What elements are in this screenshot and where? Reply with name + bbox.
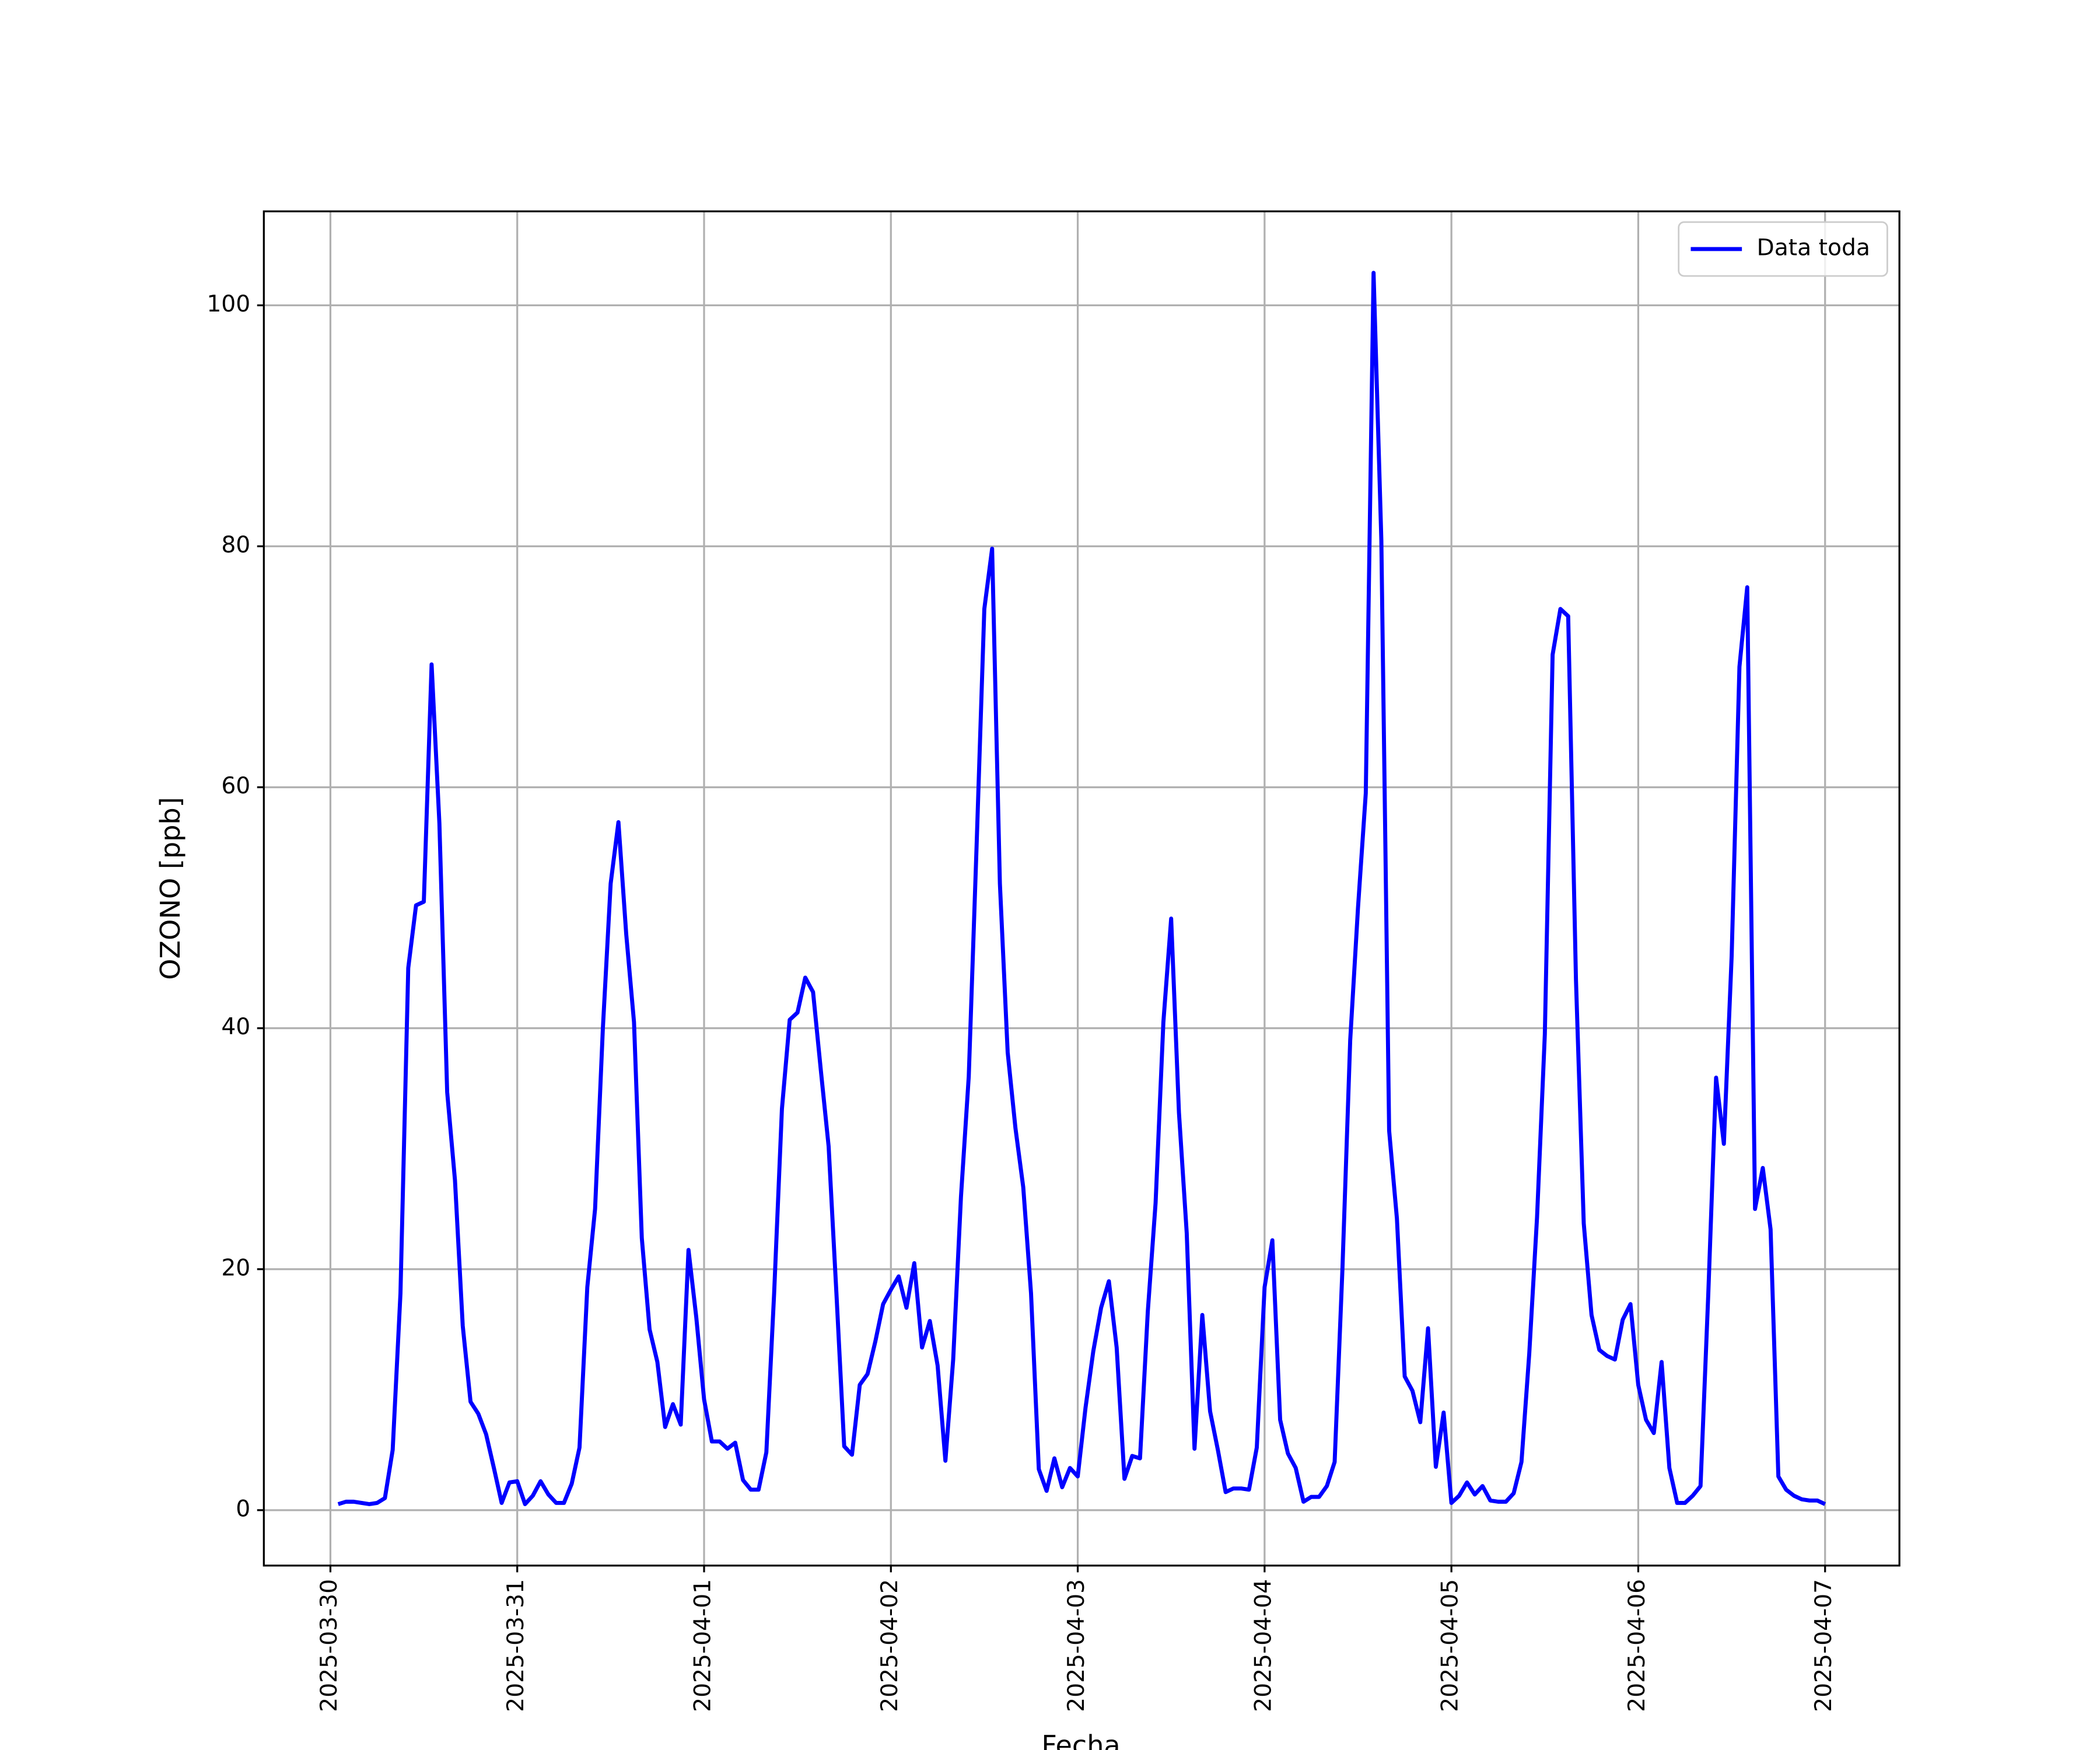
y-tick-label: 80 [221,532,250,558]
x-tick-label: 2025-04-03 [1063,1579,1090,1712]
grid [264,211,1900,1566]
data-line [337,271,1826,1506]
x-tick-label: 2025-03-30 [316,1579,342,1712]
ticks: 0 20 40 60 80 100 2025-03-30 2025-03-31 2025-04-… [206,291,1837,1712]
x-tick-label: 2025-04-05 [1437,1579,1464,1712]
x-tick-label: 2025-04-07 [1811,1579,1837,1712]
x-tick-label: 2025-04-01 [690,1579,716,1712]
x-axis-label: Fecha [1041,1730,1120,1750]
x-tick-label: 2025-04-04 [1250,1579,1276,1712]
y-axis-label: OZONO [ppb] [155,797,186,980]
axes-frame [262,210,1901,1567]
legend-label: Data toda [1757,235,1870,261]
y-tick-label: 20 [221,1255,250,1281]
y-tick-label: 60 [221,773,250,799]
legend-box [1678,221,1888,277]
x-tick-label: 2025-03-31 [503,1579,529,1712]
plot-area [337,271,1826,1506]
y-tick-label: 100 [206,291,250,317]
x-tick-label: 2025-04-02 [877,1579,903,1712]
x-tick-label: 2025-04-06 [1624,1579,1650,1712]
y-tick-label: 40 [221,1014,250,1040]
y-tick-label: 0 [236,1496,250,1522]
legend: Data toda [1678,221,1888,277]
